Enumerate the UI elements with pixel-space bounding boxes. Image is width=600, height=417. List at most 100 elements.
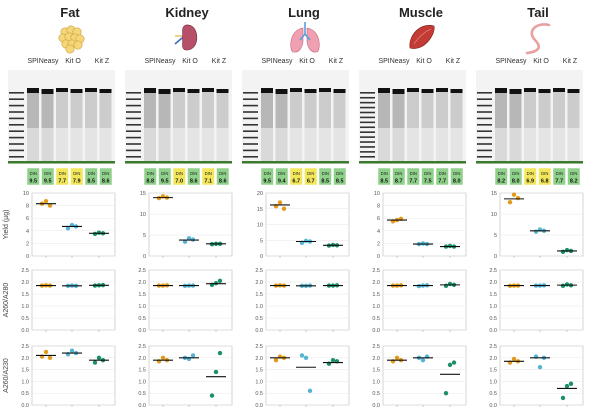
y-tick-label: 1.0 xyxy=(372,379,380,385)
din-value: 8.2 xyxy=(570,179,578,185)
y-tick-label: 4 xyxy=(26,229,29,235)
lane-smear-dark xyxy=(538,92,551,128)
ladder-band xyxy=(477,104,492,107)
kit-label: Kit Z xyxy=(563,58,578,65)
y-tick-label: 1.0 xyxy=(21,304,29,310)
ladder-band xyxy=(9,98,24,100)
y-tick-label: 2.5 xyxy=(138,344,146,350)
din-value: 7.5 xyxy=(424,179,432,185)
data-point xyxy=(217,278,223,283)
y-tick-label: 1.5 xyxy=(489,292,497,298)
din-value: 8.6 xyxy=(219,179,227,185)
din-box xyxy=(377,167,391,186)
tail-icon xyxy=(525,23,551,55)
y-tick-label: 1.5 xyxy=(21,368,29,374)
genomic-band xyxy=(99,89,112,93)
din-label: DIN xyxy=(278,171,285,176)
data-point xyxy=(568,381,574,386)
din-box xyxy=(567,167,581,186)
din-label: DIN xyxy=(512,171,519,176)
din-label: DIN xyxy=(161,171,168,176)
din-label: DIN xyxy=(322,171,329,176)
genomic-band xyxy=(407,88,419,92)
din-box xyxy=(509,167,523,186)
data-point xyxy=(443,283,449,289)
ladder-band xyxy=(360,96,375,99)
ladder-band xyxy=(243,143,258,145)
din-label: DIN xyxy=(570,171,577,176)
y-tick-label: 0.5 xyxy=(255,391,263,397)
kit-label: Kit O xyxy=(533,58,549,65)
data-point xyxy=(65,226,71,231)
ladder-band xyxy=(360,111,375,114)
y-tick-label: 1.0 xyxy=(255,379,263,385)
din-value: 9.5 xyxy=(44,179,52,185)
genomic-band xyxy=(509,89,522,94)
ladder-band xyxy=(126,104,141,107)
data-point xyxy=(96,230,102,235)
gel-front-line xyxy=(8,161,115,164)
kit-label: Kit Z xyxy=(329,58,344,65)
din-label: DIN xyxy=(88,171,95,176)
y-tick-label: 0 xyxy=(260,254,263,260)
data-point xyxy=(213,369,219,375)
y-tick-label: 2.0 xyxy=(138,280,146,286)
lane-smear-dark xyxy=(407,92,419,128)
din-box xyxy=(523,167,537,186)
genomic-band xyxy=(436,88,448,92)
ladder-band xyxy=(9,136,24,139)
y-tick-label: 2 xyxy=(26,241,29,247)
scatter-panel: 0 5 10 15 xyxy=(491,191,584,260)
lane-smear-dark xyxy=(173,92,185,128)
lane-smear-dark xyxy=(27,92,39,128)
data-point xyxy=(217,350,223,356)
gel-images xyxy=(8,70,583,164)
din-box xyxy=(392,167,406,186)
din-value: 8.5 xyxy=(87,179,95,185)
din-value: 8.5 xyxy=(321,179,329,185)
din-value: 9.5 xyxy=(29,179,37,185)
din-label: DIN xyxy=(307,171,314,176)
y-tick-label: 2.0 xyxy=(255,280,263,286)
data-point xyxy=(564,282,570,287)
genomic-band xyxy=(144,88,156,93)
y-tick-label: 6 xyxy=(377,216,380,222)
din-box xyxy=(172,167,186,186)
din-label: DIN xyxy=(453,171,460,176)
data-point xyxy=(92,360,98,365)
y-tick-label: 2.5 xyxy=(489,344,497,350)
data-point xyxy=(515,195,521,201)
lane-smear-dark xyxy=(495,92,507,128)
y-tick-label: 5 xyxy=(260,238,263,244)
ladder-band xyxy=(477,143,492,145)
y-tick-label: 1.5 xyxy=(21,292,29,298)
din-value: 7.9 xyxy=(73,179,81,185)
y-tick-label: 15 xyxy=(491,191,497,197)
din-box xyxy=(304,167,318,186)
genomic-band xyxy=(538,89,551,93)
tissue-title: Tail xyxy=(527,5,548,20)
y-tick-label: 2.5 xyxy=(372,268,380,274)
metric-axis-label: A260/A230 xyxy=(3,358,10,393)
ladder-band xyxy=(126,143,141,145)
genomic-band xyxy=(187,89,200,93)
kit-label: SPINeasy xyxy=(378,58,410,65)
genomic-band xyxy=(56,88,68,92)
din-label: DIN xyxy=(381,171,388,176)
y-tick-label: 2.5 xyxy=(255,268,263,274)
ladder-band xyxy=(126,111,141,113)
y-tick-label: 1.5 xyxy=(489,368,497,374)
lane-smear-dark xyxy=(144,92,156,128)
din-value: 7.0 xyxy=(175,179,183,185)
scatter-panel: 0.0 0.5 1.0 1.5 2.0 2.5 xyxy=(255,344,350,409)
data-point xyxy=(69,348,75,353)
lane-smear-dark xyxy=(70,92,83,128)
din-box xyxy=(552,167,566,186)
din-box xyxy=(275,167,289,186)
right-lung xyxy=(306,27,320,53)
scatter-panel: 0.0 0.5 1.0 1.5 2.0 2.5 xyxy=(21,344,116,409)
din-value: 8.6 xyxy=(102,179,110,185)
ladder-band xyxy=(126,98,141,100)
ladder-band xyxy=(243,156,258,158)
kit-label: SPINeasy xyxy=(495,58,527,65)
